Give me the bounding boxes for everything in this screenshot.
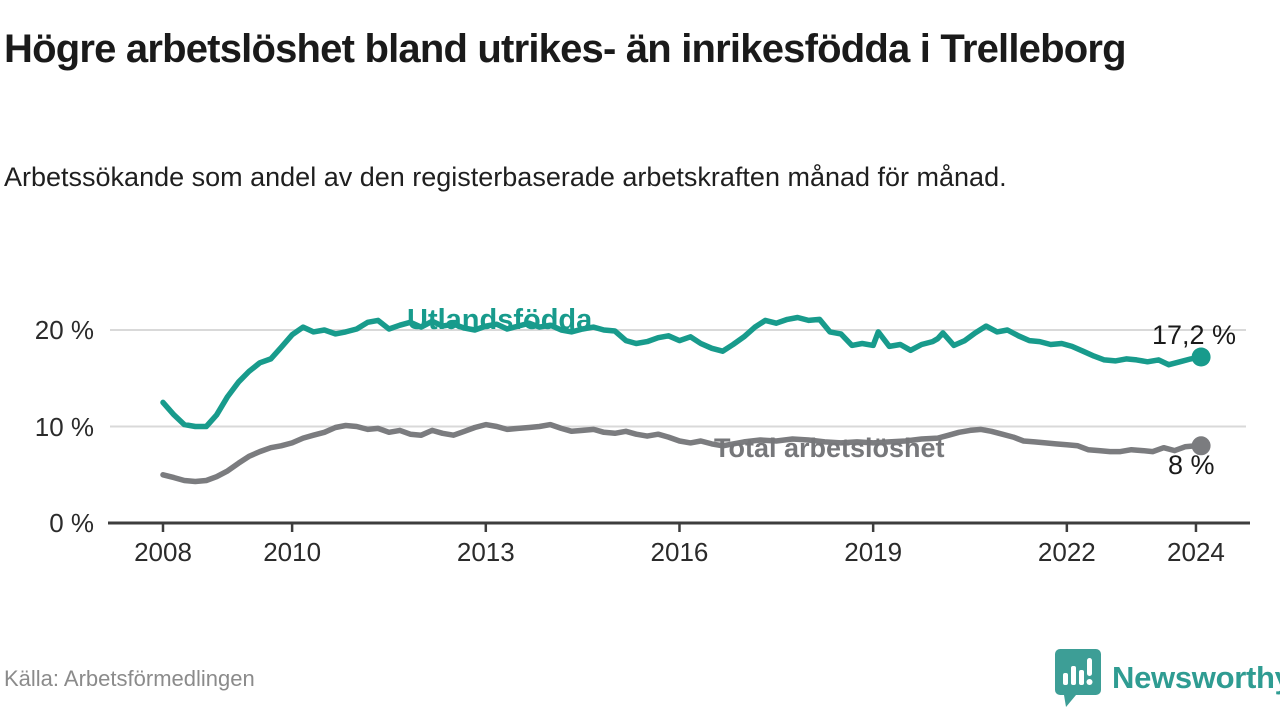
newsworthy-logo-icon bbox=[1055, 649, 1101, 707]
series-label-total-arbetsloshet: Total arbetslöshet bbox=[714, 433, 945, 463]
series-end-dot-1 bbox=[1191, 436, 1211, 456]
series-line-1 bbox=[160, 421, 1204, 485]
series-end-dot-0 bbox=[1191, 347, 1211, 367]
end-value-label-total: 8 % bbox=[1168, 450, 1215, 480]
source-note: Källa: Arbetsförmedlingen bbox=[4, 666, 255, 691]
newsworthy-logo: Newsworthy bbox=[1054, 648, 1280, 708]
page-subtitle: Arbetssökande som andel av den registerb… bbox=[4, 162, 1007, 192]
end-value-label-utlandsfodda: 17,2 % bbox=[1152, 320, 1237, 350]
series-label-utlandsfodda: Utlandsfödda bbox=[407, 304, 593, 336]
newsworthy-wordmark: Newsworthy bbox=[1112, 660, 1280, 695]
page-title: Högre arbetslöshet bland utrikes- än inr… bbox=[4, 27, 1127, 71]
series-line-0 bbox=[160, 314, 1204, 430]
